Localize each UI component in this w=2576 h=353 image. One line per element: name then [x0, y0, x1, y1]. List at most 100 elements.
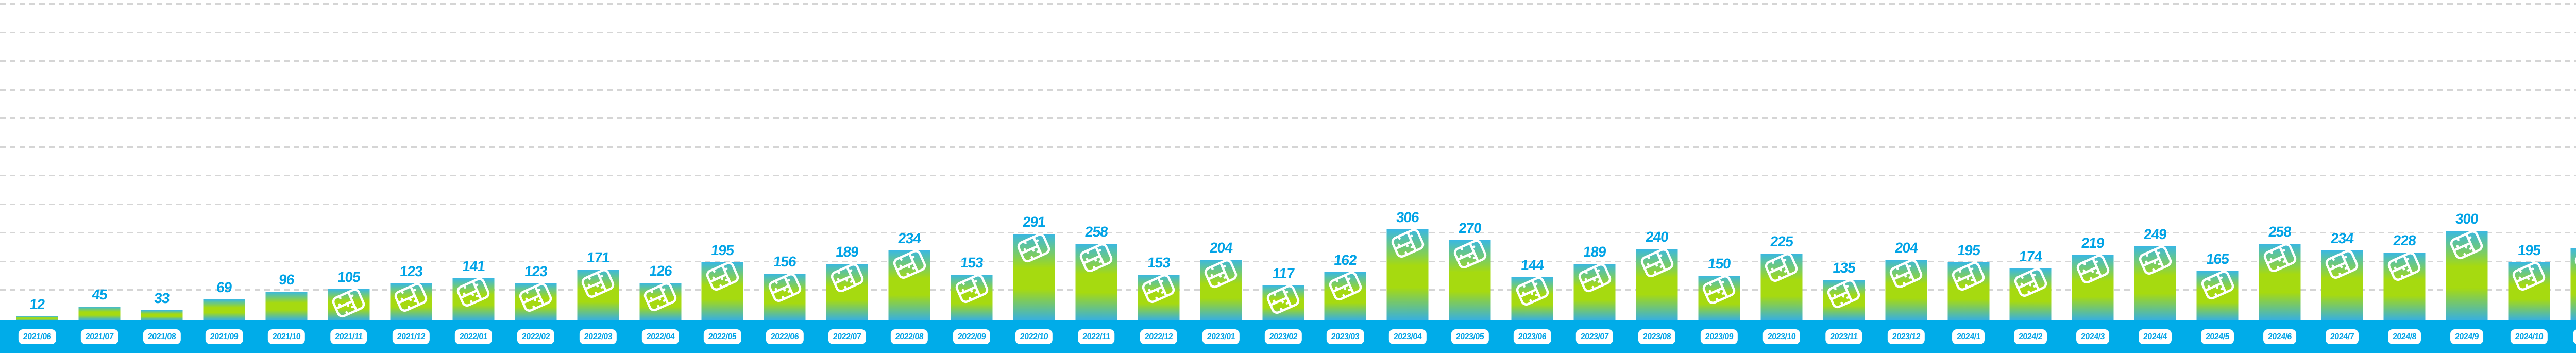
- sim-card-icon: [1516, 277, 1549, 306]
- sim-card-icon: [2201, 271, 2234, 300]
- bar-group: 33 2021/08: [131, 0, 193, 353]
- bar: [203, 299, 245, 320]
- sim-card-icon: [1703, 276, 1736, 305]
- bar-value-label: 174: [2019, 248, 2043, 264]
- month-label: 2022/10: [1020, 332, 1048, 341]
- month-label-chip: 2023/12: [1887, 329, 1925, 344]
- bar-value-label: 240: [1645, 229, 1669, 245]
- bar-value-label: 195: [1956, 242, 1980, 258]
- bar-group: 153 2022/12: [1127, 0, 1190, 353]
- month-label: 2022/03: [583, 332, 613, 341]
- bar: [1885, 260, 1927, 320]
- month-label: 2022/09: [957, 332, 986, 341]
- sim-card-icon: [1142, 275, 1175, 304]
- month-label: 2024/4: [2143, 332, 2167, 341]
- month-label: 2021/10: [272, 332, 301, 341]
- bar: [1636, 249, 1678, 320]
- month-label-chip: 2022/05: [704, 329, 741, 344]
- bar-group: 189 2022/07: [816, 0, 878, 353]
- bar-value-label: 234: [897, 230, 922, 246]
- month-label: 2022/02: [521, 332, 550, 341]
- month-label: 2024/8: [2392, 332, 2417, 341]
- sim-card-icon: [581, 270, 615, 298]
- bar: [888, 250, 930, 320]
- sim-card-icon: [2512, 262, 2546, 291]
- bar-value-label: 258: [1084, 224, 1109, 240]
- bar-group: 162 2023/03: [1314, 0, 1377, 353]
- sim-card-icon: [1329, 272, 1362, 301]
- month-label-chip: 2022/08: [890, 329, 928, 344]
- bar: [1698, 276, 1740, 320]
- bar-value-label: 150: [1707, 256, 1732, 272]
- gridline: [0, 260, 2576, 262]
- bar: [2009, 268, 2052, 320]
- bar-group: 174 2024/2: [1999, 0, 2062, 353]
- gridline: [0, 232, 2576, 233]
- month-label: 2022/06: [770, 332, 800, 341]
- bar-value-label: 12: [29, 296, 46, 312]
- sim-card-icon: [893, 250, 926, 279]
- bar: [2072, 255, 2114, 320]
- bar-value-label: 69: [216, 279, 233, 295]
- sim-card-icon: [1952, 262, 1985, 291]
- bar-group: 270 2023/05: [1439, 0, 1501, 353]
- bar-group: 165 2024/5: [2187, 0, 2249, 353]
- gridline: [0, 117, 2576, 119]
- bar: [1013, 234, 1055, 320]
- bar: [764, 274, 806, 320]
- sim-card-icon: [831, 264, 863, 293]
- bar-value-label: 144: [1520, 257, 1545, 273]
- bar: [328, 289, 370, 320]
- sim-card-icon: [457, 278, 490, 307]
- bar-group: 135 2023/11: [1812, 0, 1875, 353]
- bar-value-label: 228: [2392, 232, 2417, 248]
- bar-group: 141 2022/01: [442, 0, 504, 353]
- bar: [2508, 262, 2550, 320]
- month-label-chip: 2021/06: [19, 329, 56, 344]
- bar-value-label: 195: [710, 242, 735, 258]
- bar-value-label: 153: [1146, 255, 1171, 271]
- bar: [2570, 248, 2576, 320]
- month-label: 2023/12: [1891, 332, 1921, 341]
- month-label: 2023/02: [1268, 332, 1298, 341]
- bar: [701, 262, 743, 320]
- month-label: 2024/7: [2330, 332, 2354, 341]
- sim-card-icon: [1204, 260, 1238, 289]
- bar-value-label: 135: [1832, 260, 1856, 276]
- month-label-chip: 2022/04: [641, 329, 679, 344]
- bar-group: 258 2024/6: [2249, 0, 2311, 353]
- bar-group: 204 2023/01: [1190, 0, 1252, 353]
- month-label: 2022/07: [833, 332, 862, 341]
- bar-group: 144 2023/06: [1501, 0, 1564, 353]
- sim-card-icon: [2263, 244, 2296, 273]
- bar: [452, 278, 495, 320]
- month-label: 2023/11: [1829, 332, 1858, 341]
- month-label: 2023/04: [1393, 332, 1422, 341]
- month-label: 2023/09: [1705, 332, 1734, 341]
- bar-group: 189 2023/07: [1564, 0, 1626, 353]
- bar-group: 234 2024/7: [2311, 0, 2374, 353]
- bar: [2196, 271, 2239, 320]
- bar-value-label: 189: [1582, 244, 1607, 260]
- bar-group: 240 2023/08: [1626, 0, 1688, 353]
- month-label-chip: 2024/8: [2387, 329, 2421, 344]
- sim-card-icon: [2139, 246, 2172, 275]
- month-label-chip: 2023/07: [1575, 329, 1614, 344]
- month-label-chip: 2022/11: [1078, 329, 1115, 344]
- sim-card-icon: [395, 283, 428, 312]
- gridline: [0, 31, 2576, 33]
- bar-value-label: 162: [1333, 252, 1358, 268]
- bar: [1947, 262, 1990, 320]
- bar-value-label: 123: [399, 263, 423, 279]
- bar-value-label: 117: [1272, 265, 1295, 281]
- sim-card-icon: [768, 274, 802, 302]
- month-label: 2021/09: [210, 332, 239, 341]
- bar: [1449, 240, 1491, 320]
- month-label-chip: 2023/10: [1762, 329, 1800, 344]
- bar: [2446, 231, 2488, 320]
- month-label-chip: 2022/03: [579, 329, 617, 344]
- sim-card-icon: [2450, 231, 2483, 260]
- sim-card-icon: [1080, 244, 1113, 273]
- bar-group: 204 2023/12: [1875, 0, 1937, 353]
- month-label: 2022/12: [1144, 332, 1173, 341]
